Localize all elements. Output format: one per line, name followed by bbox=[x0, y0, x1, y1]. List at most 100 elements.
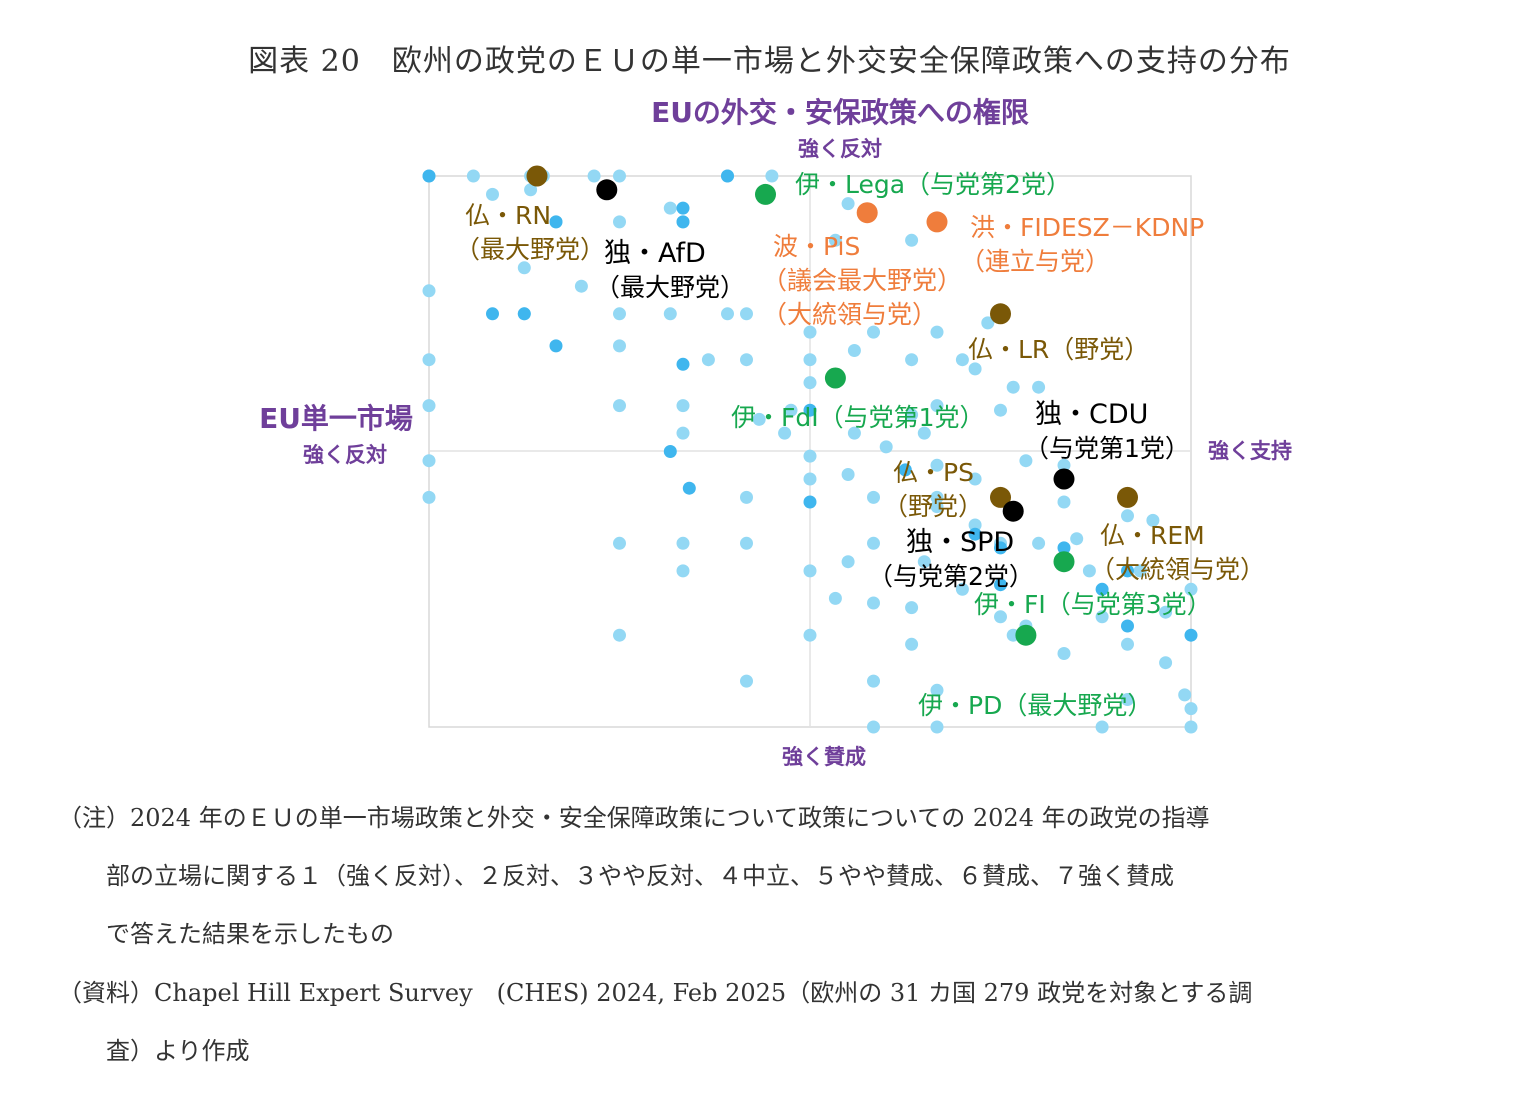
label-rn-sub: （最大野党） bbox=[455, 235, 605, 264]
label-spd: 独・SPD bbox=[906, 527, 1014, 558]
scatter-point bbox=[422, 284, 436, 298]
scatter-point bbox=[1184, 628, 1198, 642]
x-axis-min-label: 強く反対 bbox=[303, 443, 387, 467]
label-cdu: 独・CDU bbox=[1035, 399, 1148, 430]
scatter-point bbox=[803, 495, 817, 509]
scatter-point bbox=[1184, 720, 1198, 734]
scatter-point bbox=[1070, 532, 1084, 546]
party-point bbox=[1053, 468, 1075, 490]
scatter-point bbox=[613, 215, 626, 229]
scatter-point bbox=[930, 399, 944, 413]
scatter-point bbox=[721, 307, 734, 321]
scatter-point bbox=[676, 357, 690, 371]
scatter-point bbox=[905, 353, 919, 367]
scatter-point bbox=[676, 564, 690, 578]
scatter-point bbox=[803, 472, 817, 486]
scatter-point bbox=[676, 426, 690, 440]
scatter-point bbox=[663, 201, 677, 215]
scatter-point bbox=[905, 233, 919, 247]
label-lega: 伊・Lega（与党第2党） bbox=[795, 170, 1071, 199]
scatter-point bbox=[930, 325, 944, 339]
scatter-point bbox=[841, 468, 855, 481]
scatter-point bbox=[1121, 637, 1134, 651]
scatter-point bbox=[422, 490, 436, 504]
scatter-point bbox=[1121, 619, 1134, 633]
scatter-point bbox=[549, 215, 563, 229]
scatter-point bbox=[587, 169, 601, 183]
scatter-point bbox=[930, 683, 944, 697]
scatter-point bbox=[740, 353, 753, 367]
scatter-point bbox=[1159, 605, 1173, 619]
scatter-point bbox=[613, 628, 626, 642]
scatter-point bbox=[740, 490, 753, 504]
scatter-point bbox=[879, 440, 893, 454]
scatter-point bbox=[803, 564, 817, 578]
scatter-point bbox=[968, 472, 982, 486]
scatter-point bbox=[1133, 564, 1147, 578]
scatter-point bbox=[1095, 720, 1109, 734]
party-points bbox=[526, 165, 1138, 646]
scatter-chart: EUの外交・安保政策への権限 強く反対 強く賛成 EU単一市場 強く反対 強く支… bbox=[259, 96, 1292, 769]
scatter-point bbox=[1095, 610, 1109, 624]
scatter-point bbox=[968, 518, 982, 532]
scatter-point bbox=[517, 261, 531, 275]
scatter-point bbox=[663, 445, 677, 458]
note-line-3: で答えた結果を示したもの bbox=[106, 920, 394, 948]
label-pd: 伊・PD（最大野党） bbox=[918, 691, 1152, 720]
label-rn: 仏・RN bbox=[465, 201, 551, 230]
scatter-point bbox=[930, 458, 944, 472]
scatter-point bbox=[663, 307, 677, 321]
scatter-point bbox=[1057, 458, 1071, 472]
party-point bbox=[990, 303, 1011, 325]
scatter-point bbox=[994, 610, 1007, 624]
scatter-point bbox=[994, 578, 1007, 592]
scatter-point bbox=[1057, 647, 1071, 660]
scatter-point bbox=[917, 426, 931, 440]
scatter-point bbox=[574, 279, 588, 293]
scatter-point bbox=[466, 169, 480, 183]
scatter-point bbox=[1184, 702, 1198, 716]
x-axis-max-label: 強く支持 bbox=[1208, 439, 1292, 463]
scatter-point bbox=[968, 362, 982, 376]
scatter-point bbox=[1057, 541, 1071, 555]
scatter-point bbox=[917, 555, 931, 569]
scatter-point bbox=[1159, 656, 1173, 670]
scatter-point bbox=[803, 325, 817, 339]
scatter-point bbox=[803, 353, 817, 367]
x-axis-title: EU単一市場 bbox=[259, 402, 413, 435]
scatter-point bbox=[955, 353, 969, 367]
scatter-point bbox=[1121, 564, 1134, 578]
scatter-point bbox=[740, 536, 753, 550]
scatter-point bbox=[867, 720, 880, 734]
scatter-point bbox=[803, 628, 817, 642]
scatter-point bbox=[486, 307, 499, 321]
label-pis-sub: （議会最大野党） bbox=[762, 266, 962, 295]
label-fi: 伊・FI（与党第3党） bbox=[974, 590, 1212, 619]
note-line-1: （注）2024 年のＥＵの単一市場政策と外交・安全保障政策について政策についての… bbox=[58, 804, 1210, 832]
scatter-point bbox=[740, 307, 753, 321]
scatter-point bbox=[994, 403, 1007, 417]
scatter-point bbox=[968, 527, 982, 541]
label-afd-sub: （最大野党） bbox=[595, 273, 745, 302]
party-point bbox=[824, 367, 846, 389]
scatter-point bbox=[994, 541, 1007, 555]
party-point bbox=[596, 179, 618, 201]
source-line-1: （資料）Chapel Hill Expert Survey (CHES) 202… bbox=[58, 979, 1253, 1007]
scatter-point bbox=[613, 307, 626, 321]
scatter-point bbox=[613, 399, 626, 413]
scatter-point bbox=[701, 353, 715, 367]
scatter-point bbox=[765, 169, 779, 183]
y-axis-title: EUの外交・安保政策への権限 bbox=[651, 96, 1029, 129]
scatter-point bbox=[613, 339, 626, 353]
scatter-point bbox=[867, 490, 880, 504]
scatter-point bbox=[486, 187, 499, 201]
scatter-point bbox=[803, 403, 817, 417]
scatter-point bbox=[517, 307, 531, 321]
background-points-dark bbox=[422, 169, 1198, 642]
party-point bbox=[926, 211, 948, 233]
scatter-point bbox=[828, 233, 842, 247]
scatter-point bbox=[841, 197, 855, 211]
scatter-point bbox=[549, 339, 563, 353]
scatter-point bbox=[524, 183, 538, 197]
scatter-point bbox=[1082, 564, 1096, 578]
